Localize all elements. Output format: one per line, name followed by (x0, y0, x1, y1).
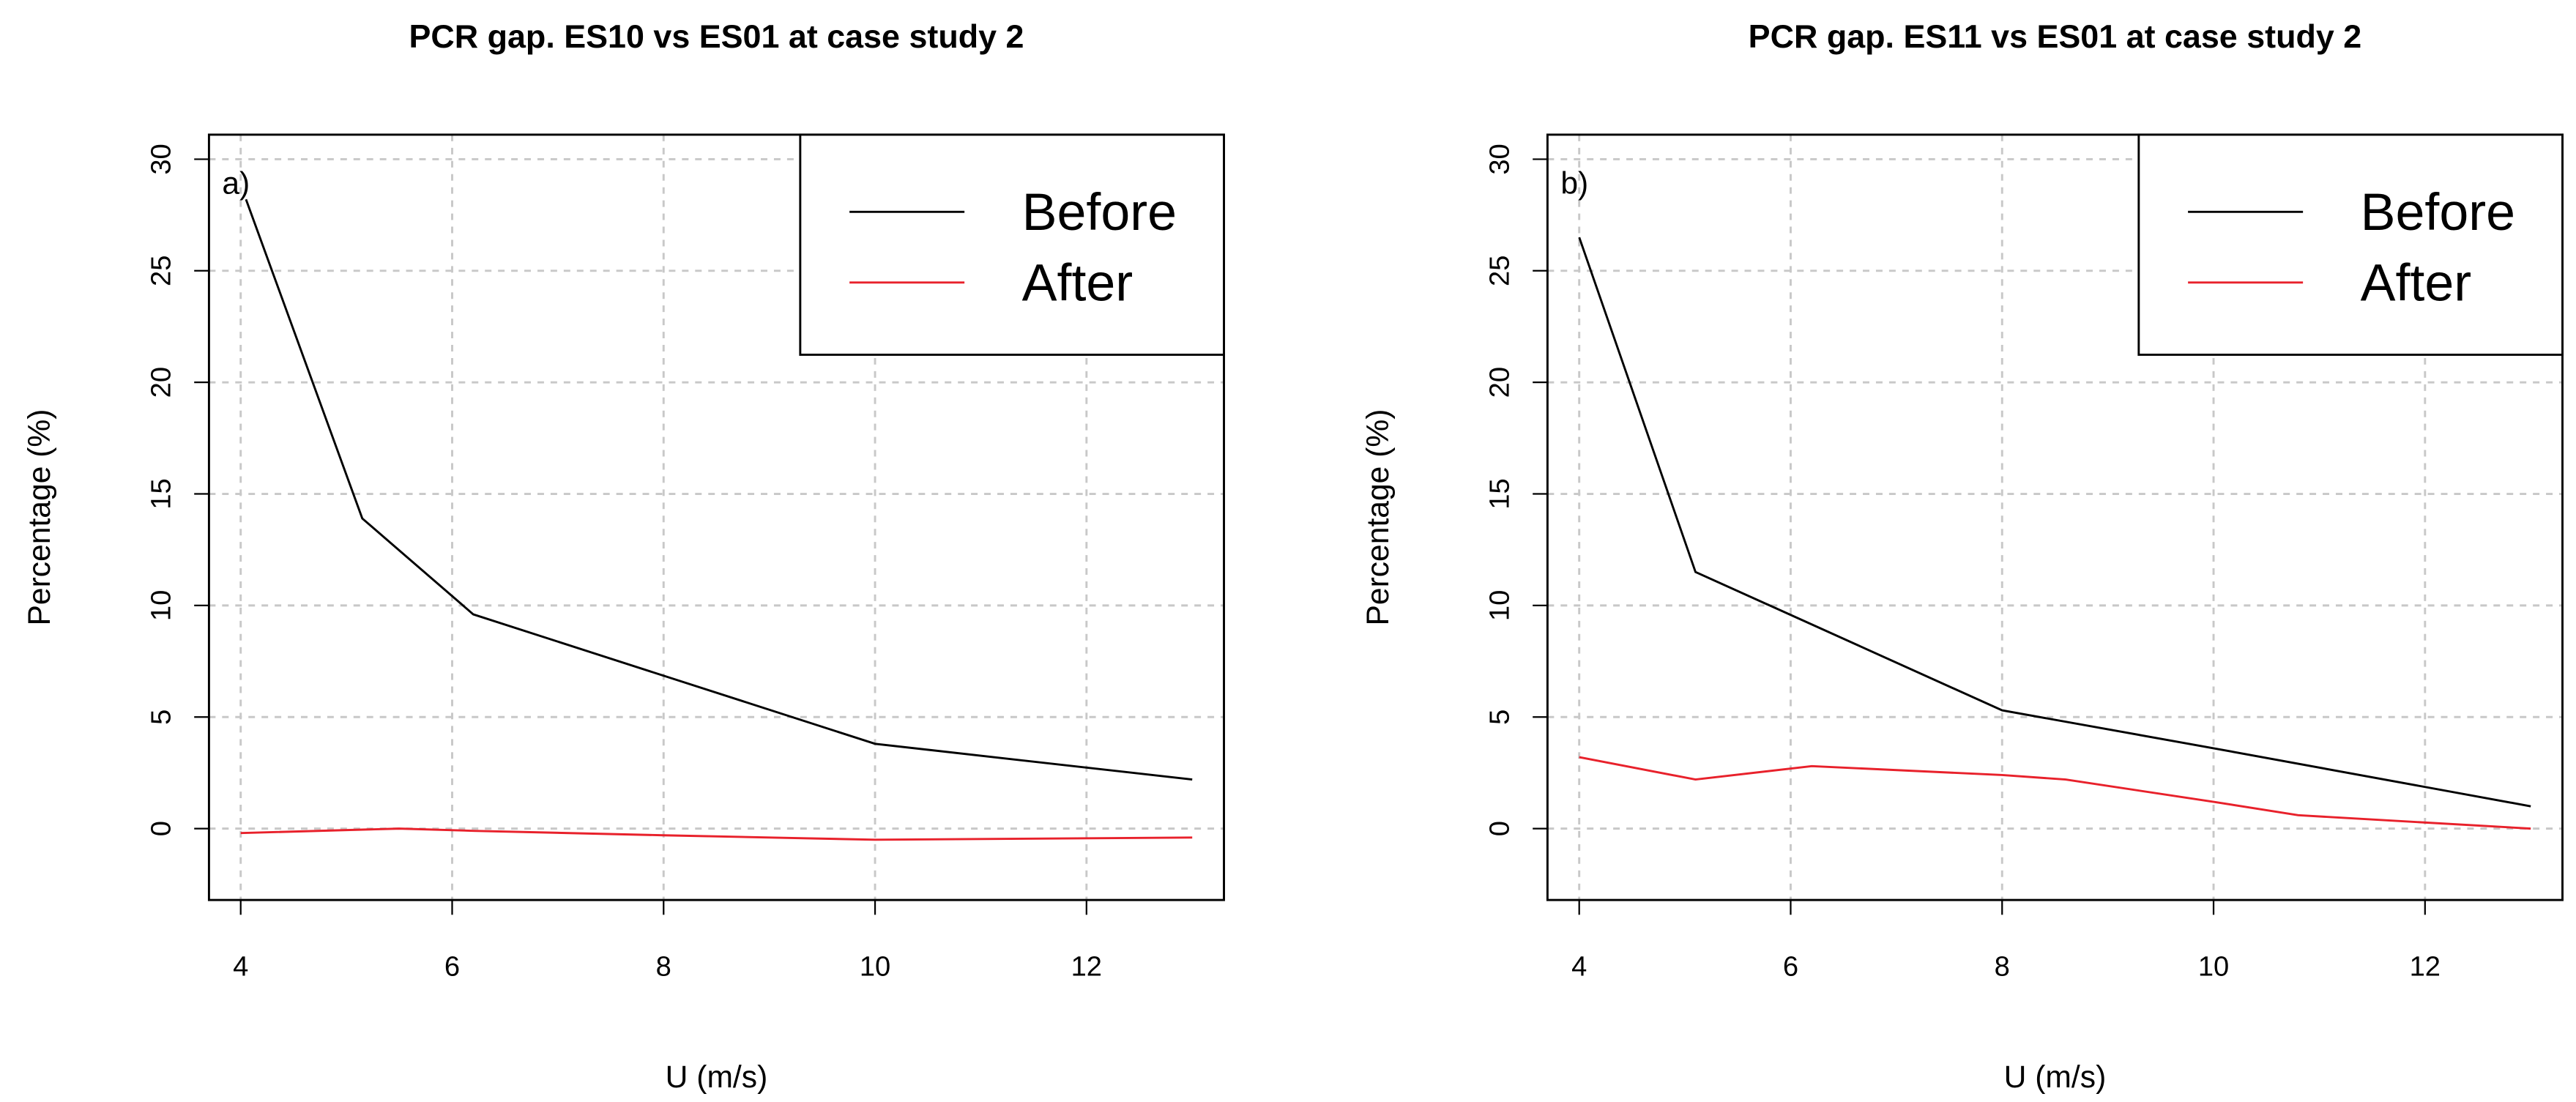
legend-label: After (1022, 253, 1133, 312)
y-tick-label: 15 (1484, 478, 1516, 509)
y-tick-label: 20 (1484, 367, 1516, 398)
x-tick-label: 10 (860, 950, 890, 982)
x-axis-label: U (m/s) (2004, 1060, 2107, 1095)
y-axis-label: Percentage (%) (22, 409, 57, 625)
data-line (245, 198, 1193, 781)
x-tick-label: 6 (1783, 950, 1798, 982)
y-tick-label: 10 (146, 590, 177, 621)
legend-label: After (2361, 253, 2472, 312)
y-tick-label: 0 (146, 821, 177, 836)
legend-label: Before (1022, 183, 1177, 242)
data-line (240, 827, 1193, 841)
plot-frame (1546, 133, 2564, 901)
x-tick-label: 12 (1071, 950, 1102, 982)
y-axis-label: Percentage (%) (1360, 409, 1396, 625)
chart-title: PCR gap. ES10 vs ES01 at case study 2 (409, 18, 1024, 55)
y-tick-label: 5 (1484, 710, 1516, 725)
x-tick-label: 12 (2410, 950, 2441, 982)
panel-annotation: b) (1560, 166, 1588, 201)
data-line (1578, 237, 2531, 808)
y-tick-label: 25 (1484, 256, 1516, 286)
legend-label: Before (2361, 183, 2515, 242)
x-tick-label: 6 (444, 950, 460, 982)
legend-box (799, 133, 1225, 356)
x-axis-label: U (m/s) (666, 1060, 768, 1095)
x-tick-label: 10 (2198, 950, 2229, 982)
x-tick-label: 4 (1571, 950, 1587, 982)
data-line (1579, 756, 2531, 830)
y-tick-label: 5 (146, 710, 177, 725)
y-tick-label: 10 (1484, 590, 1516, 621)
x-tick-label: 4 (233, 950, 248, 982)
y-tick-label: 0 (1484, 821, 1516, 836)
y-tick-label: 30 (1484, 144, 1516, 174)
plot-frame (207, 133, 1225, 901)
y-tick-label: 20 (146, 367, 177, 398)
y-tick-label: 15 (146, 478, 177, 509)
x-tick-label: 8 (656, 950, 671, 982)
panel-annotation: a) (222, 166, 250, 201)
legend-box (2137, 133, 2564, 356)
y-tick-label: 30 (146, 144, 177, 174)
chart-title: PCR gap. ES11 vs ES01 at case study 2 (1749, 18, 2362, 55)
y-tick-label: 25 (146, 256, 177, 286)
x-tick-label: 8 (1995, 950, 2010, 982)
